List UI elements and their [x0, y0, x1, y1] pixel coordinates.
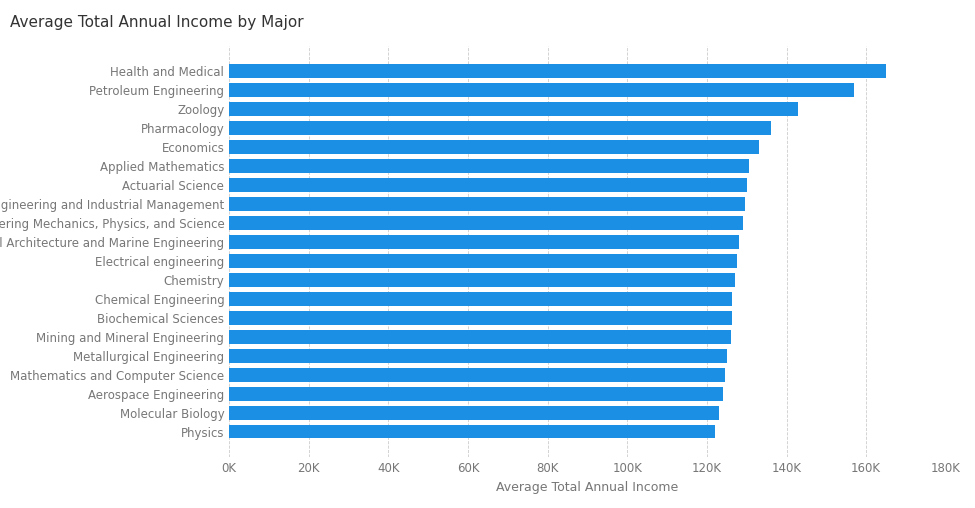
Text: Average Total Annual Income by Major: Average Total Annual Income by Major — [10, 15, 303, 30]
Bar — [229, 216, 743, 230]
Bar — [229, 140, 759, 154]
Bar — [229, 121, 770, 135]
Bar — [229, 273, 735, 287]
Bar — [229, 425, 715, 438]
Bar — [229, 65, 886, 78]
Bar — [229, 311, 731, 325]
Bar — [229, 103, 799, 116]
Bar — [229, 368, 724, 382]
Bar — [229, 254, 737, 268]
Bar — [229, 235, 739, 249]
Bar — [229, 83, 854, 97]
Bar — [229, 292, 732, 306]
X-axis label: Average Total Annual Income: Average Total Annual Income — [496, 481, 679, 494]
Bar — [229, 349, 726, 363]
Bar — [229, 178, 747, 192]
Bar — [229, 330, 731, 343]
Bar — [229, 160, 749, 173]
Bar — [229, 387, 722, 400]
Bar — [229, 406, 719, 420]
Bar — [229, 197, 745, 211]
